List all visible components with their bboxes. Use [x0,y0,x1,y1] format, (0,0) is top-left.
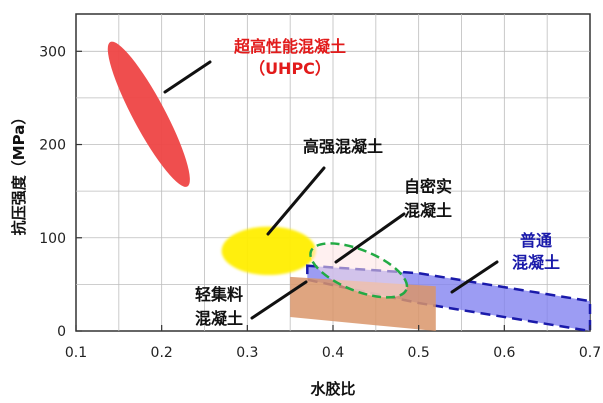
series-label: 混凝土 [512,253,560,272]
y-tick-label: 100 [39,231,66,247]
series-label: 超高性能混凝土 [233,37,346,56]
leader-line [450,260,499,294]
leader-line [163,60,212,94]
x-tick-label: 0.5 [408,345,430,361]
data-regions [107,41,592,333]
axes: 0.1 0.2 0.3 0.4 0.5 0.6 0.7 0 100 200 300 水胶比 抗压强度（M… [10,44,601,398]
series-label: 自密实 [404,177,452,196]
leader-line [266,166,326,236]
x-axis-title: 水胶比 [310,380,355,398]
series-label: 普通 [520,231,552,250]
series-label: 混凝土 [195,309,243,328]
y-tick-label: 300 [39,44,66,60]
series-label: 轻集料 [195,285,243,304]
x-tick-label: 0.6 [493,345,515,361]
series-label: 高强混凝土 [303,137,383,156]
x-tick-label: 0.1 [65,345,87,361]
y-tick-label: 200 [39,138,66,154]
leader-line [334,212,406,264]
leader-lines [163,60,499,320]
series-label: 混凝土 [404,201,452,220]
leader-line [250,280,308,320]
region-2 [309,242,409,299]
region-1 [221,226,316,276]
x-tick-label: 0.7 [579,345,601,361]
y-tick-label: 0 [57,324,66,340]
region-0 [107,41,190,187]
x-tick-label: 0.3 [236,345,258,361]
x-tick-label: 0.2 [151,345,173,361]
series-label: （UHPC） [249,59,331,78]
x-tick-label: 0.4 [322,345,344,361]
y-axis-title: 抗压强度（MPa） [10,110,28,236]
